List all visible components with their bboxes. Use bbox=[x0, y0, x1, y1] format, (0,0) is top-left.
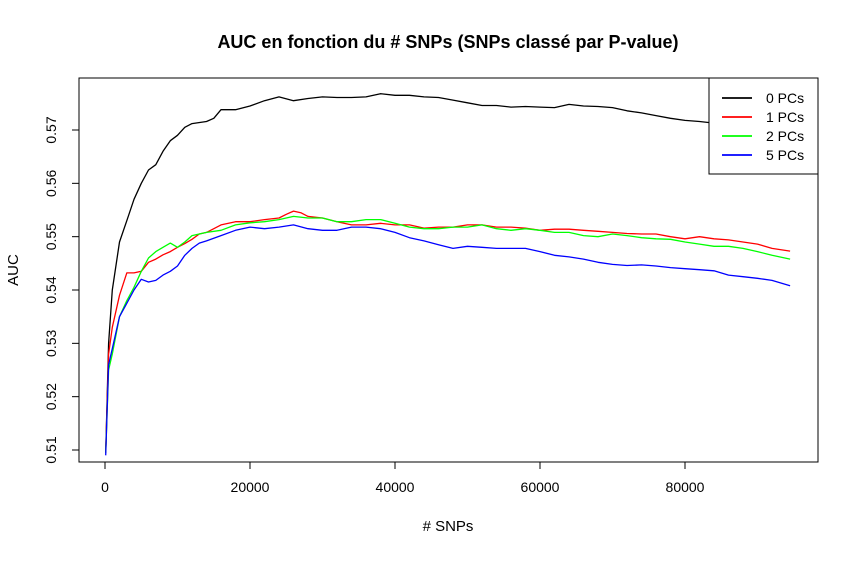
x-tick-label: 60000 bbox=[521, 479, 560, 495]
chart-title: AUC en fonction du # SNPs (SNPs classé p… bbox=[217, 32, 678, 52]
series-line-1 bbox=[105, 210, 791, 453]
y-tick-label: 0.52 bbox=[43, 383, 59, 410]
plot-frame bbox=[78, 77, 819, 463]
legend-label: 5 PCs bbox=[766, 147, 804, 163]
x-axis: 0 20000 40000 60000 80000 bbox=[101, 462, 705, 495]
x-tick-label: 20000 bbox=[231, 479, 270, 495]
series-line-3 bbox=[105, 224, 791, 456]
y-axis: 0.51 0.52 0.53 0.54 0.55 0.56 0.57 bbox=[43, 116, 79, 464]
legend-label: 2 PCs bbox=[766, 128, 804, 144]
x-tick-label: 40000 bbox=[376, 479, 415, 495]
series-line-2 bbox=[105, 215, 791, 453]
x-tick-label: 80000 bbox=[666, 479, 705, 495]
y-tick-label: 0.57 bbox=[43, 116, 59, 143]
y-axis-label: AUC bbox=[5, 254, 22, 286]
y-tick-label: 0.54 bbox=[43, 276, 59, 303]
y-tick-label: 0.56 bbox=[43, 169, 59, 196]
legend: 0 PCs 1 PCs 2 PCs 5 PCs bbox=[708, 77, 819, 175]
x-tick-label: 0 bbox=[101, 479, 109, 495]
y-tick-label: 0.53 bbox=[43, 329, 59, 356]
series-layer bbox=[105, 93, 791, 456]
y-tick-label: 0.55 bbox=[43, 223, 59, 250]
legend-label: 1 PCs bbox=[766, 109, 804, 125]
x-axis-label: # SNPs bbox=[423, 518, 474, 535]
legend-box bbox=[708, 77, 819, 175]
legend-label: 0 PCs bbox=[766, 90, 804, 106]
series-line-0 bbox=[105, 93, 791, 453]
y-tick-label: 0.51 bbox=[43, 436, 59, 463]
